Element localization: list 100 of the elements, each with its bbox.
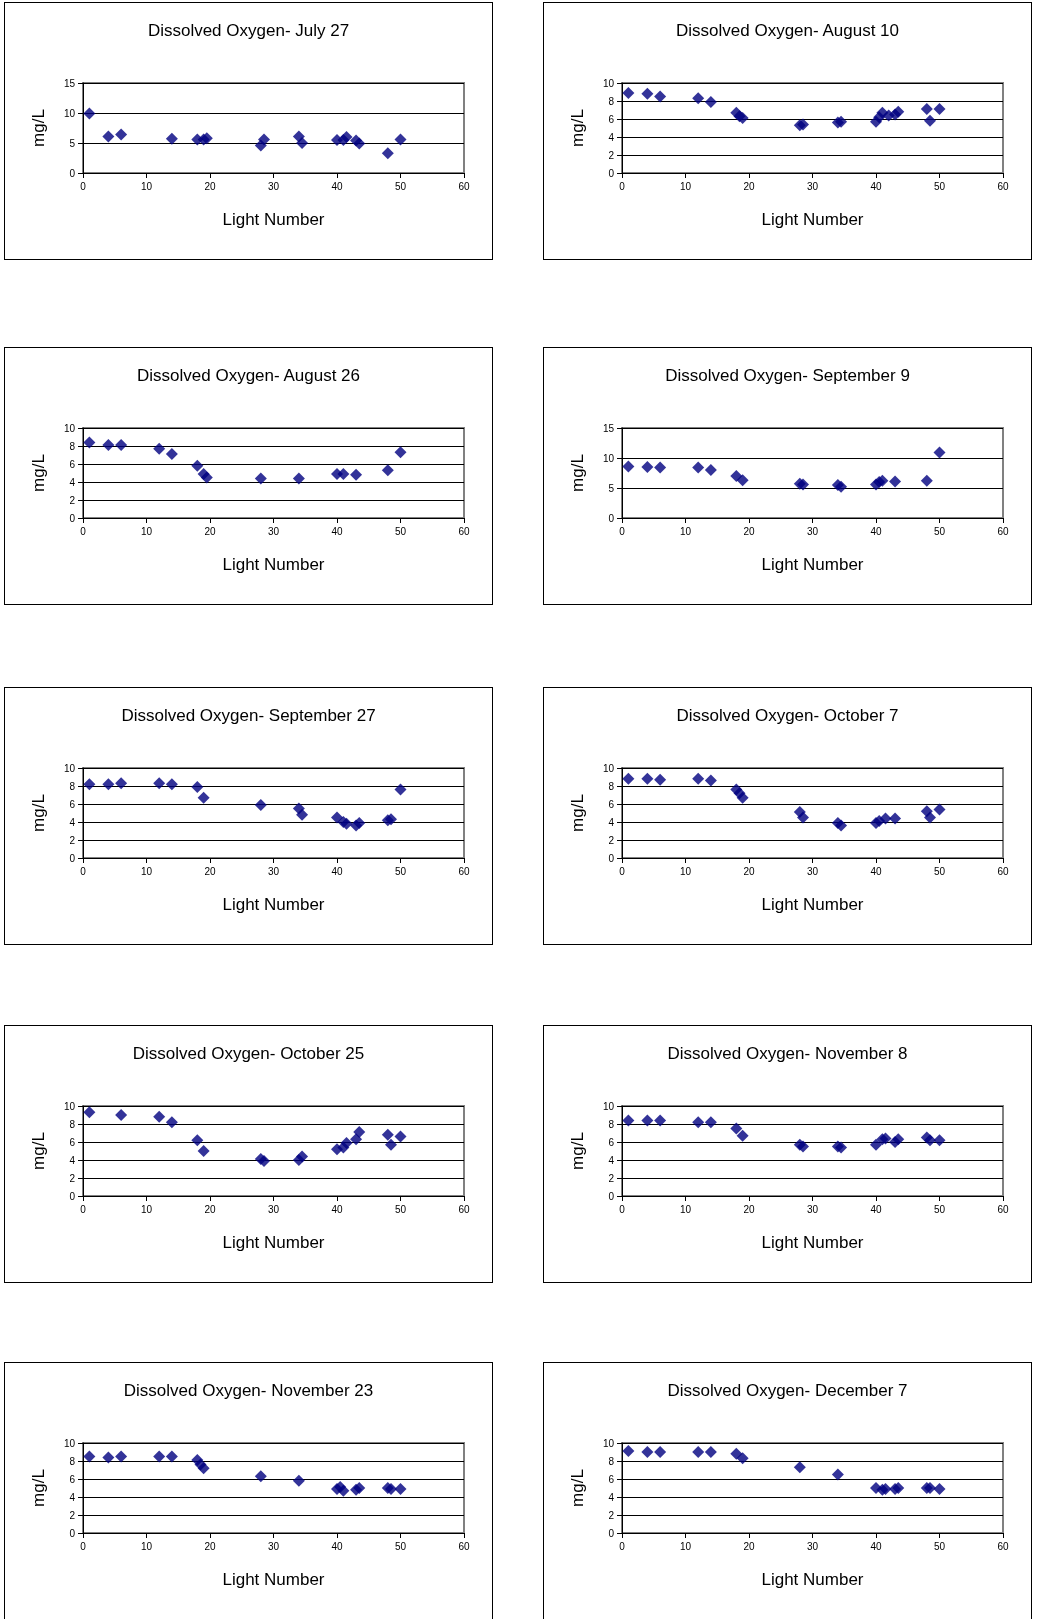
x-axis-title: Light Number — [222, 1233, 325, 1252]
y-tick-label: 8 — [69, 1455, 76, 1467]
x-tick-label: 30 — [806, 1540, 819, 1552]
x-tick-label: 30 — [806, 525, 819, 537]
chart-title: Dissolved Oxygen- August 26 — [136, 366, 361, 385]
y-tick-label: 4 — [69, 1491, 76, 1503]
x-tick-label: 10 — [140, 865, 153, 877]
x-tick-label: 40 — [870, 865, 882, 877]
x-tick-label: 60 — [997, 1540, 1009, 1552]
chart-title: Dissolved Oxygen- December 7 — [667, 1381, 908, 1400]
y-tick-label: 2 — [69, 834, 76, 846]
y-tick-label: 0 — [69, 852, 76, 864]
y-tick-label: 10 — [602, 1100, 615, 1112]
x-tick-label: 0 — [619, 180, 626, 192]
y-tick-label: 2 — [69, 1172, 76, 1184]
x-tick-label: 20 — [204, 1203, 216, 1215]
x-tick-label: 30 — [267, 865, 280, 877]
x-tick-label: 0 — [619, 1540, 626, 1552]
x-tick-label: 60 — [458, 180, 470, 192]
chart-title: Dissolved Oxygen- October 25 — [132, 1044, 365, 1063]
y-tick-label: 4 — [608, 816, 615, 828]
y-tick-label: 4 — [608, 131, 615, 143]
y-tick-label: 4 — [608, 1491, 615, 1503]
x-axis-title: Light Number — [761, 895, 864, 914]
chart-title: Dissolved Oxygen- October 7 — [676, 706, 899, 725]
x-tick-label: 30 — [267, 1540, 280, 1552]
y-tick-label: 0 — [608, 167, 615, 179]
chart-title: Dissolved Oxygen- November 8 — [667, 1044, 908, 1063]
y-tick-label: 4 — [69, 476, 76, 488]
x-tick-label: 0 — [80, 1203, 87, 1215]
x-tick-label: 40 — [331, 1540, 343, 1552]
x-tick-label: 10 — [140, 525, 153, 537]
y-tick-label: 8 — [608, 95, 615, 107]
y-axis-title: mg/L — [568, 454, 587, 492]
x-tick-label: 20 — [743, 180, 755, 192]
x-tick-label: 50 — [933, 180, 946, 192]
y-tick-label: 10 — [63, 107, 76, 119]
y-tick-label: 10 — [602, 1437, 615, 1449]
x-axis-title: Light Number — [222, 895, 325, 914]
y-tick-label: 6 — [69, 1136, 76, 1148]
y-tick-label: 0 — [608, 512, 615, 524]
y-tick-label: 0 — [69, 167, 76, 179]
y-tick-label: 6 — [608, 1136, 615, 1148]
y-axis-title: mg/L — [29, 794, 48, 832]
x-tick-label: 0 — [619, 525, 626, 537]
x-tick-label: 20 — [743, 1203, 755, 1215]
x-tick-label: 50 — [933, 1540, 946, 1552]
y-tick-label: 5 — [69, 137, 76, 149]
y-tick-label: 2 — [608, 834, 615, 846]
y-tick-label: 8 — [608, 1118, 615, 1130]
y-tick-label: 10 — [602, 452, 615, 464]
x-tick-label: 30 — [806, 865, 819, 877]
x-tick-label: 30 — [267, 180, 280, 192]
x-tick-label: 10 — [679, 180, 692, 192]
y-tick-label: 0 — [608, 1190, 615, 1202]
y-tick-label: 10 — [63, 1100, 76, 1112]
y-axis-title: mg/L — [568, 109, 587, 147]
y-tick-label: 6 — [608, 1473, 615, 1485]
x-tick-label: 60 — [997, 180, 1009, 192]
y-tick-label: 6 — [608, 798, 615, 810]
x-axis-title: Light Number — [222, 555, 325, 574]
y-axis-title: mg/L — [29, 109, 48, 147]
x-tick-label: 40 — [331, 525, 343, 537]
x-tick-label: 20 — [204, 180, 216, 192]
x-tick-label: 10 — [679, 1540, 692, 1552]
y-tick-label: 0 — [608, 852, 615, 864]
y-tick-label: 0 — [69, 1527, 76, 1539]
x-tick-label: 30 — [267, 1203, 280, 1215]
x-tick-label: 60 — [458, 1540, 470, 1552]
x-tick-label: 50 — [394, 1203, 407, 1215]
x-axis-title: Light Number — [761, 1233, 864, 1252]
y-tick-label: 4 — [69, 1154, 76, 1166]
y-axis-title: mg/L — [29, 1132, 48, 1170]
y-axis-title: mg/L — [29, 454, 48, 492]
x-tick-label: 10 — [140, 1540, 153, 1552]
y-axis-title: mg/L — [29, 1469, 48, 1507]
x-tick-label: 60 — [458, 1203, 470, 1215]
chart-title: Dissolved Oxygen- November 23 — [123, 1381, 374, 1400]
x-tick-label: 40 — [870, 525, 882, 537]
x-tick-label: 0 — [80, 180, 87, 192]
y-tick-label: 6 — [69, 798, 76, 810]
x-tick-label: 40 — [331, 180, 343, 192]
x-tick-label: 20 — [743, 525, 755, 537]
y-tick-label: 10 — [63, 1437, 76, 1449]
x-tick-label: 20 — [204, 525, 216, 537]
x-tick-label: 50 — [933, 1203, 946, 1215]
x-tick-label: 50 — [933, 865, 946, 877]
x-axis-title: Light Number — [761, 555, 864, 574]
chart-title: Dissolved Oxygen- July 27 — [147, 21, 350, 40]
x-axis-title: Light Number — [761, 210, 864, 229]
x-tick-label: 20 — [204, 1540, 216, 1552]
x-tick-label: 60 — [997, 865, 1009, 877]
x-tick-label: 10 — [679, 1203, 692, 1215]
x-tick-label: 20 — [204, 865, 216, 877]
x-tick-label: 0 — [80, 1540, 87, 1552]
y-axis-title: mg/L — [568, 794, 587, 832]
y-tick-label: 2 — [608, 149, 615, 161]
y-tick-label: 8 — [608, 1455, 615, 1467]
x-axis-title: Light Number — [222, 1570, 325, 1589]
x-tick-label: 50 — [394, 525, 407, 537]
